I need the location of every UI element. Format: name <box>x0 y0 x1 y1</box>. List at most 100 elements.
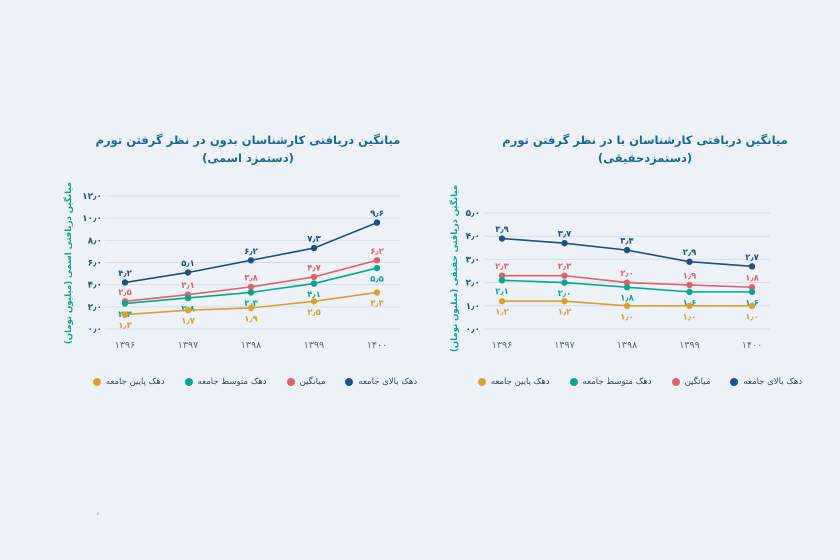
real-wage-line-chart: ۵٫۰ ۴٫۰ ۳٫۰ ۲٫۰ ۱٫۰ ۰٫۰ ۱۳۹۶ ۱۳۹۷ ۱۳۹۸ ۱۳۹۹ ۱۴۰۰ ۳٫… <box>466 209 770 351</box>
data-point <box>686 288 693 296</box>
data-point-label: ۳٫۹ <box>495 225 509 235</box>
nominal-wage-line-chart: ۱۲٫۰ ۱۰٫۰ ۸٫۰ ۶٫۰ ۴٫۰ ۲٫۰ ۰٫۰ ۱۳۹۶ ۱۳۹۷ ۱۳۹۸ ۱۳۹۹ ۱… <box>82 192 400 351</box>
y-tick-label: ۱۰٫۰ <box>82 214 102 224</box>
data-point <box>373 264 381 272</box>
legend-marker-dot <box>730 378 739 386</box>
y-tick-label: ۵٫۰ <box>466 209 480 219</box>
data-point <box>623 246 631 254</box>
data-point <box>623 302 631 309</box>
data-point-label: ۲٫۵ <box>118 288 132 298</box>
data-point <box>498 297 506 305</box>
data-point <box>310 273 318 281</box>
legend-item-label: دهک متوسط جامعه <box>582 377 652 387</box>
data-point <box>498 272 506 279</box>
data-point <box>310 298 318 305</box>
data-point <box>748 263 756 270</box>
data-point-label: ۲٫۱ <box>495 287 509 297</box>
data-point <box>686 258 693 265</box>
data-point-label: ۳٫۷ <box>558 230 572 240</box>
legend-item-label: دهک بالای جامعه <box>743 377 803 387</box>
x-tick-label: ۱۳۹۹ <box>679 340 699 351</box>
legend-item: دهک بالای جامعه <box>345 377 417 387</box>
legend-marker-dot <box>477 378 486 386</box>
x-tick-label: ۱۳۹۸ <box>617 340 637 351</box>
data-point-label: ۲٫۵ <box>307 308 321 318</box>
data-point <box>623 279 631 286</box>
data-point <box>686 302 693 309</box>
data-point-label: ۶٫۲ <box>370 247 384 257</box>
nominal-chart-title: میانگین دریافتی کارشناسان بدون در نظر گر… <box>78 132 418 168</box>
data-point-label: ۳٫۳ <box>244 299 258 309</box>
legend-item-label: دهک متوسط جامعه <box>197 377 267 387</box>
data-point <box>184 269 192 276</box>
data-point <box>184 294 192 302</box>
data-point-label: ۳٫۳ <box>370 299 384 309</box>
legend-item-label: دهک بالای جامعه <box>358 377 418 387</box>
x-tick-label: ۱۴۰۰ <box>367 340 387 351</box>
y-tick-label: ۰٫۰ <box>466 325 480 335</box>
data-point-label: ۷٫۳ <box>307 235 321 245</box>
y-tick-label: ۴٫۰ <box>466 232 480 242</box>
data-point <box>498 235 506 242</box>
decorative-mark: ، <box>96 505 100 518</box>
y-tick-label: ۸٫۰ <box>88 236 102 246</box>
data-point <box>748 284 756 291</box>
data-point-label: ۶٫۲ <box>244 247 258 257</box>
data-point <box>121 300 129 307</box>
y-tick-label: ۴٫۰ <box>88 281 102 291</box>
data-point <box>561 297 568 305</box>
data-point <box>623 284 631 291</box>
data-point <box>748 288 756 296</box>
data-point-label: ۱٫۳ <box>118 321 132 331</box>
data-point <box>373 219 381 226</box>
data-point-label: ۱٫۸ <box>620 294 634 304</box>
data-point-label: ۱٫۲ <box>558 308 572 318</box>
real-chart-title-line2: (دستمزدحقیقی) <box>597 150 693 165</box>
data-point <box>121 279 129 286</box>
nominal-chart-title-line2: (دستمزد اسمی) <box>202 150 294 165</box>
y-tick-label: ۲٫۰ <box>466 279 480 289</box>
data-point-label: ۲٫۳ <box>558 262 572 272</box>
data-point-label: ۲٫۰ <box>558 289 572 299</box>
data-point-label: ۳٫۴ <box>620 237 634 247</box>
data-point-label: ۵٫۱ <box>181 259 195 269</box>
data-point <box>121 311 129 318</box>
legend-marker-dot <box>286 378 295 386</box>
legend-item-label: میانگین <box>684 377 711 387</box>
data-point <box>561 279 568 286</box>
real-chart-title: میانگین دریافتی کارشناسان با در نظر گرفت… <box>475 132 815 168</box>
nominal-y-axis-title: میانگین دریافتی اسمی (میلیون تومان) <box>64 182 74 345</box>
legend-item-label: دهک پایین جامعه <box>490 377 550 387</box>
data-point-label: ۲٫۳ <box>495 262 509 272</box>
data-point <box>373 257 381 264</box>
y-tick-label: ۶٫۰ <box>88 259 102 269</box>
legend-marker-dot <box>569 378 578 386</box>
data-point-label: ۲٫۷ <box>745 253 759 263</box>
legend-item: دهک بالای جامعه <box>730 377 802 387</box>
data-point <box>247 289 255 296</box>
x-tick-label: ۱۳۹۶ <box>492 340 512 351</box>
data-point-label: ۱٫۰ <box>745 312 759 322</box>
y-tick-label: ۰٫۰ <box>88 325 102 335</box>
data-point-label: ۴٫۷ <box>307 263 321 273</box>
data-point <box>247 304 255 312</box>
x-tick-label: ۱۳۹۹ <box>304 340 324 351</box>
x-tick-label: ۱۳۹۶ <box>115 340 135 351</box>
data-point-label: ۹٫۶ <box>370 209 384 219</box>
data-point <box>184 306 192 314</box>
data-point-label: ۱٫۷ <box>181 317 195 327</box>
data-point-label: ۱٫۹ <box>244 314 258 324</box>
x-tick-label: ۱۳۹۸ <box>241 340 261 351</box>
legend-item-label: دهک پایین جامعه <box>105 377 165 387</box>
x-tick-label: ۱۳۹۷ <box>178 340 198 351</box>
legend-marker-dot <box>671 378 680 386</box>
legend-marker-dot <box>92 378 101 386</box>
legend-marker-dot <box>345 378 354 386</box>
data-point <box>247 283 255 291</box>
data-point <box>561 239 568 247</box>
y-tick-label: ۲٫۰ <box>88 303 102 313</box>
legend-item: میانگین <box>286 377 325 387</box>
x-tick-label: ۱۴۰۰ <box>742 340 762 351</box>
data-point-label: ۳٫۱ <box>181 281 195 291</box>
